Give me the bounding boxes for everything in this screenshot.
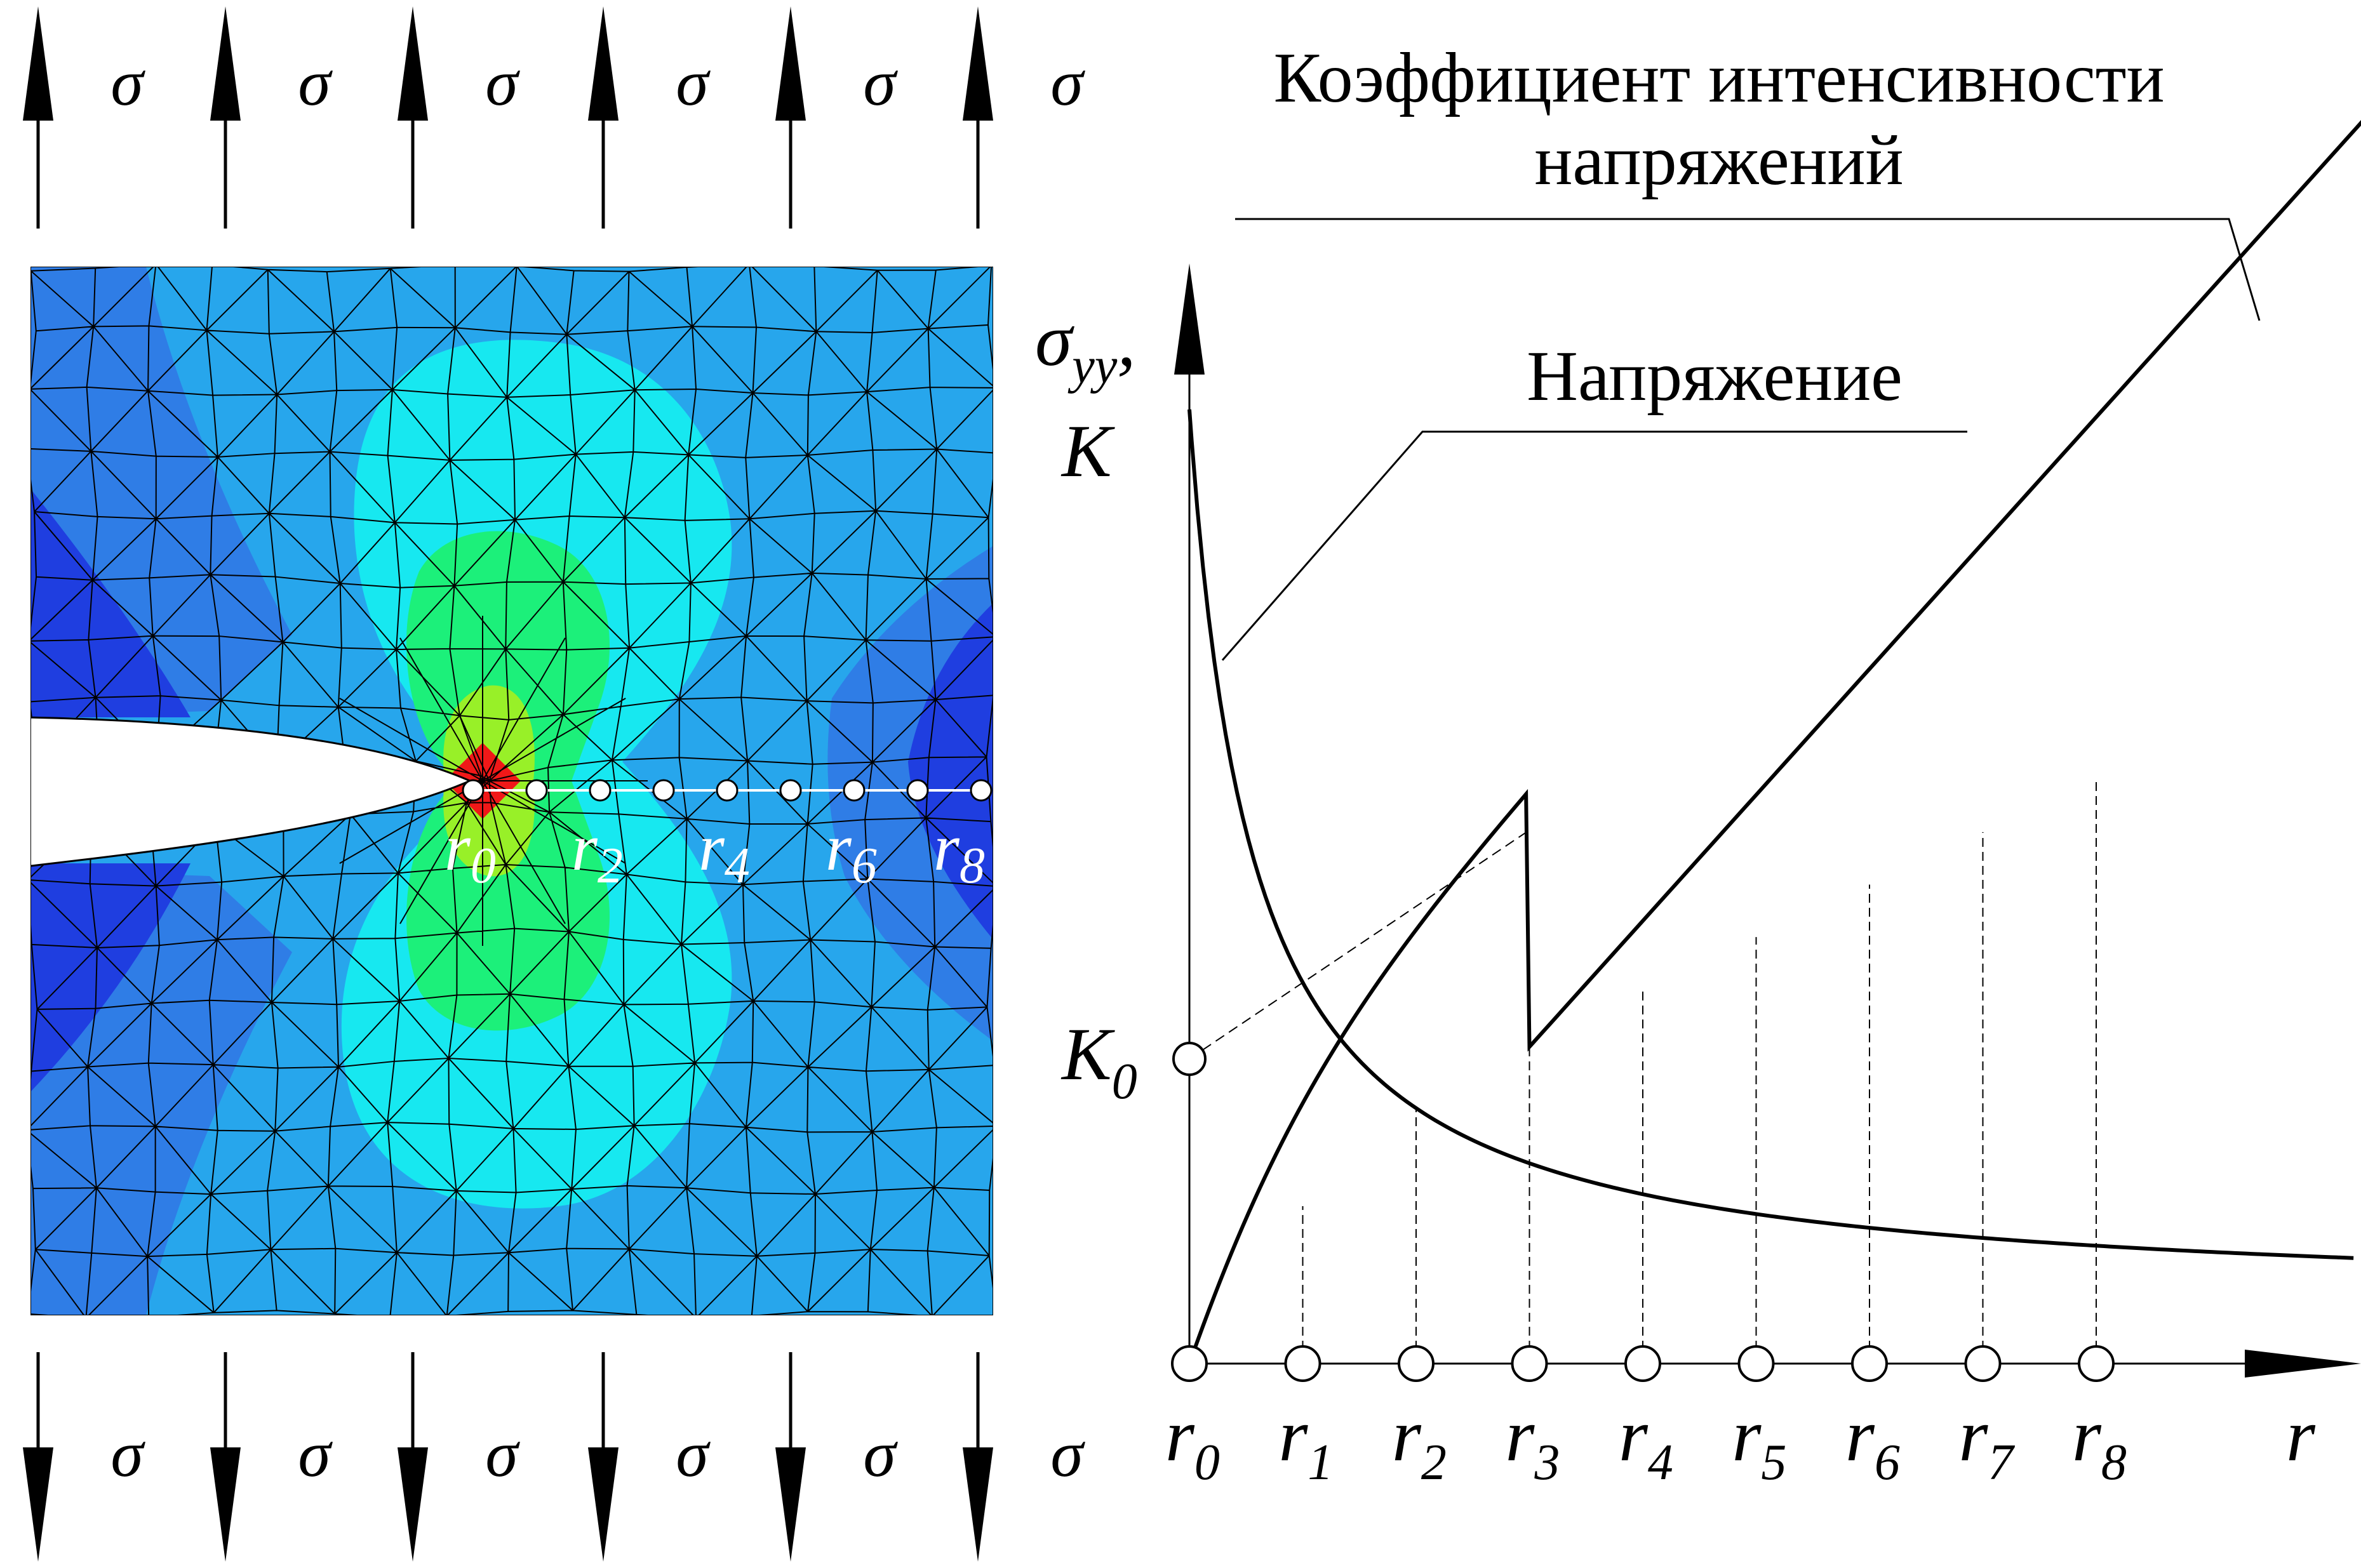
mesh-element-lines bbox=[30, 267, 993, 1315]
y-axis-label-k: K bbox=[1060, 409, 1115, 493]
x-tick-marker bbox=[1964, 1345, 2002, 1382]
load-sigma-label: σ bbox=[110, 1418, 145, 1491]
load-arrow-head bbox=[963, 1447, 993, 1562]
y-axis-arrowhead bbox=[1174, 263, 1205, 375]
stress-curve bbox=[1187, 409, 2354, 1260]
load-arrow-head bbox=[775, 1447, 806, 1562]
x-axis-arrowhead bbox=[2245, 1350, 2361, 1378]
mesh-sample-point bbox=[652, 779, 675, 802]
x-tick-marker bbox=[2078, 1345, 2115, 1382]
mesh-label-r8: r8 bbox=[933, 810, 985, 894]
load-sigma-label: σ bbox=[863, 1418, 898, 1491]
mesh-zone-deep-left-top bbox=[30, 489, 191, 717]
drop-lines bbox=[1302, 780, 2097, 1364]
load-arrow-head bbox=[588, 6, 619, 121]
mesh-label-r6: r6 bbox=[826, 810, 877, 894]
load-sigma-label: σ bbox=[485, 1418, 520, 1491]
load-arrow-head bbox=[23, 1447, 53, 1562]
load-arrow-head bbox=[963, 6, 993, 121]
load-arrow-head bbox=[398, 1447, 428, 1562]
x-tick-label: r8 bbox=[2072, 1393, 2127, 1491]
stress-label: Напряжение bbox=[1527, 337, 1903, 416]
mesh-point-labels: r0 r2 r4 r6 r8 bbox=[445, 810, 985, 894]
x-axis-label: r bbox=[2286, 1393, 2316, 1477]
mesh-sample-point bbox=[906, 779, 929, 802]
load-sigma-label: σ bbox=[863, 46, 898, 119]
load-sigma-label: σ bbox=[676, 1418, 711, 1491]
x-tick-marker bbox=[1851, 1345, 1888, 1382]
x-tick-label: r0 bbox=[1165, 1393, 1220, 1491]
load-sigma-label: σ bbox=[298, 1418, 333, 1491]
load-sigma-label: σ bbox=[110, 46, 145, 119]
load-arrow-head bbox=[23, 6, 53, 121]
load-sigma-label: σ bbox=[298, 46, 333, 119]
load-sigma-label: σ bbox=[1050, 46, 1085, 119]
load-arrow-head bbox=[398, 6, 428, 121]
mesh-sample-point bbox=[589, 779, 612, 802]
chart: Коэффициент интенсивности напряжений Нап… bbox=[1035, 39, 2361, 1491]
mesh-label-r2: r2 bbox=[572, 810, 623, 894]
load-arrow-head bbox=[588, 1447, 619, 1562]
sif-leader-line bbox=[1235, 218, 2261, 321]
mesh-lines-path bbox=[30, 267, 993, 1315]
k0-label: K0 bbox=[1060, 1013, 1137, 1110]
load-arrow-head bbox=[210, 1447, 241, 1562]
x-tick-label: r4 bbox=[1619, 1393, 1673, 1491]
y-axis-label-sigma: σyy, bbox=[1035, 298, 1136, 394]
x-tick-label: r6 bbox=[1845, 1393, 1900, 1491]
mesh-sample-point bbox=[843, 779, 866, 802]
x-tick-label: r7 bbox=[1959, 1393, 2016, 1491]
x-tick-marker bbox=[1171, 1345, 1208, 1382]
mesh-sample-point bbox=[779, 779, 802, 802]
mesh-sample-points bbox=[462, 779, 993, 802]
x-tick-marker bbox=[1624, 1345, 1661, 1382]
stress-leader-line bbox=[1221, 430, 1967, 661]
mesh-zone-right-deep bbox=[908, 603, 993, 940]
sif-curve bbox=[1187, 120, 2361, 1365]
x-tick-label: r2 bbox=[1392, 1393, 1447, 1491]
x-tick-marker bbox=[1398, 1345, 1435, 1382]
k0-extrapolation-line bbox=[1189, 831, 1528, 1060]
load-arrow-head bbox=[775, 6, 806, 121]
mesh-sample-point bbox=[970, 779, 993, 802]
mesh-sample-point bbox=[462, 779, 485, 802]
mesh-sample-point bbox=[716, 779, 739, 802]
x-tick-label: r3 bbox=[1506, 1393, 1560, 1491]
x-tick-marker bbox=[1511, 1345, 1548, 1382]
x-tick-marker bbox=[1737, 1345, 1775, 1382]
x-tick-labels: r0 r1 r2 r3 r4 r5 r6 r7 r8 bbox=[1165, 1393, 2127, 1491]
load-sigma-label: σ bbox=[1050, 1418, 1085, 1491]
load-arrow-head bbox=[210, 6, 241, 121]
mesh-zone-deep-left-bottom bbox=[30, 863, 191, 1092]
sif-label-line1: Коэффициент интенсивности bbox=[1273, 39, 2164, 117]
load-sigma-label: σ bbox=[485, 46, 520, 119]
x-tick-circles bbox=[1171, 1345, 2115, 1382]
x-tick-label: r5 bbox=[1732, 1393, 1787, 1491]
load-sigma-label: σ bbox=[676, 46, 711, 119]
mesh-label-r0: r0 bbox=[445, 810, 496, 894]
mesh-sample-point bbox=[525, 779, 548, 802]
mesh-label-r4: r4 bbox=[699, 810, 750, 894]
x-tick-marker bbox=[1284, 1345, 1321, 1382]
x-tick-label: r1 bbox=[1279, 1393, 1334, 1491]
sif-label-line2: напряжений bbox=[1534, 121, 1903, 200]
k0-marker bbox=[1172, 1042, 1207, 1076]
